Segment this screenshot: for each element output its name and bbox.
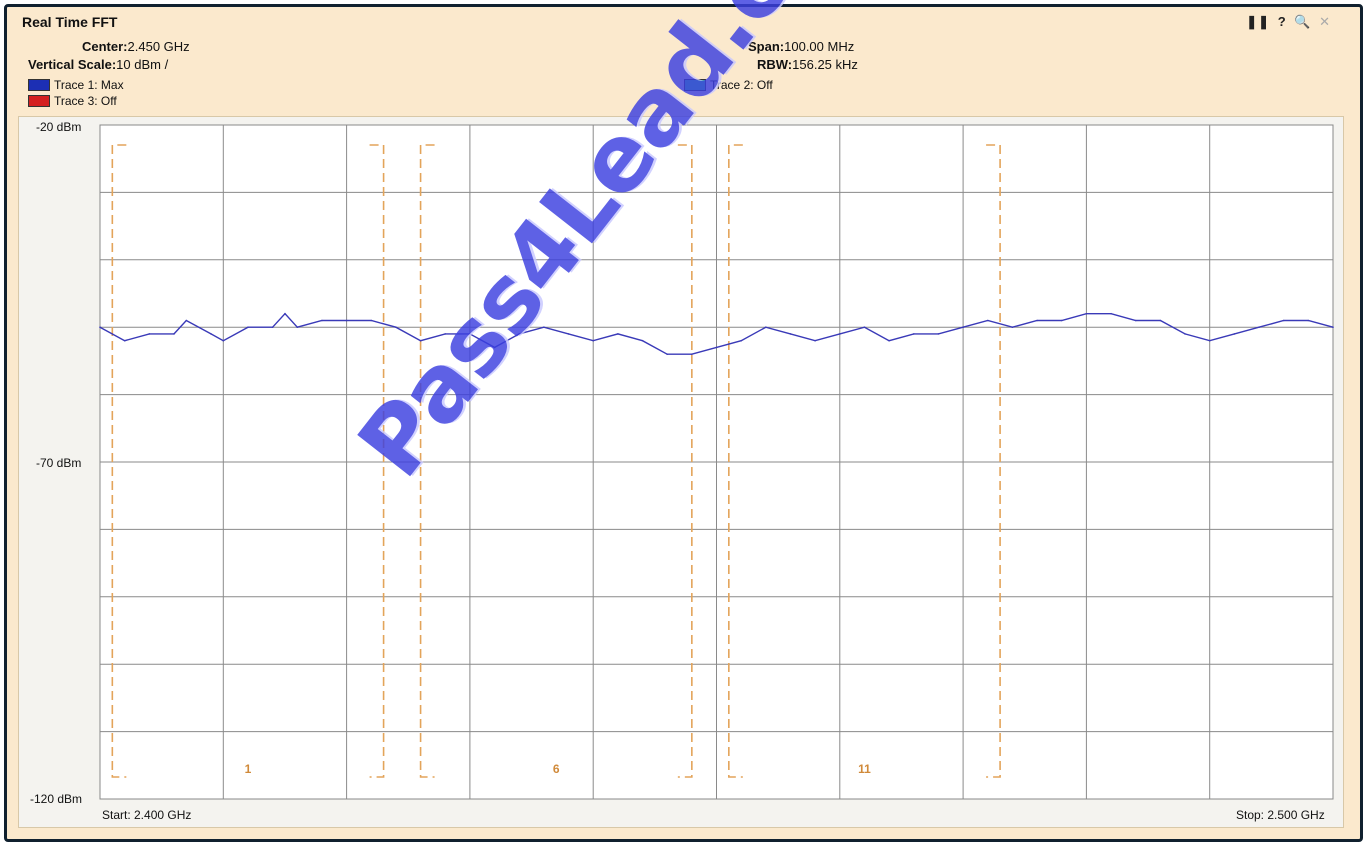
- trace-point: [296, 326, 299, 329]
- window-title: Real Time FFT: [22, 14, 118, 30]
- trace-point: [987, 319, 989, 322]
- y-tick-top: -20 dBm: [36, 120, 82, 134]
- trace-point: [271, 326, 274, 329]
- trace-point: [370, 319, 373, 322]
- trace-point: [1159, 319, 1162, 322]
- rbw-label: RBW:: [757, 57, 793, 72]
- channel-11-label: 11: [858, 762, 871, 776]
- channel-11-mask: [728, 144, 1001, 778]
- rbw-readout: RBW:156.25 kHz: [757, 57, 858, 72]
- trace-point: [1233, 333, 1236, 335]
- trace-point: [444, 333, 447, 335]
- trace-point: [567, 333, 570, 335]
- trace-point: [210, 333, 212, 335]
- vscale-value: 10 dBm /: [116, 57, 169, 72]
- x-stop-label: Stop: 2.500 GHz: [1236, 808, 1325, 822]
- trace-point: [493, 346, 496, 349]
- trace-point: [888, 339, 890, 342]
- trace-point: [419, 339, 422, 342]
- legend-trace-2[interactable]: Trace 2: Off: [684, 78, 773, 92]
- trace-1-label: Trace 1: Max: [54, 78, 124, 92]
- window-buttons: ❚❚ ? 🔍 ✕: [1243, 14, 1331, 30]
- trace-point: [247, 326, 249, 329]
- span-readout: Span:100.00 MHz: [748, 39, 854, 54]
- trace-point: [99, 326, 101, 329]
- legend-trace-1[interactable]: Trace 1: Max: [28, 78, 124, 92]
- trace-point: [617, 333, 619, 335]
- trace-point: [839, 333, 841, 335]
- trace-3-label: Trace 3: Off: [54, 94, 117, 108]
- trace-point: [666, 353, 668, 356]
- trace-point: [789, 333, 792, 335]
- center-value: 2.450 GHz: [127, 39, 190, 54]
- trace-point: [863, 326, 866, 329]
- help-button[interactable]: ?: [1277, 14, 1287, 29]
- trace-point: [222, 339, 225, 342]
- span-value: 100.00 MHz: [784, 39, 855, 54]
- trace-point: [469, 333, 471, 335]
- trace-point: [691, 353, 693, 356]
- close-button[interactable]: ✕: [1319, 14, 1331, 29]
- channel-6-mask: [419, 144, 693, 778]
- trace-point: [592, 339, 594, 342]
- center-readout: Center:2.450 GHz: [82, 39, 190, 54]
- legend-trace-3[interactable]: Trace 3: Off: [28, 94, 117, 108]
- vscale-label: Vertical Scale:: [28, 57, 117, 72]
- trace-2-swatch: [684, 79, 706, 91]
- channel-1-mask: [111, 144, 385, 778]
- trace-2-label: Trace 2: Off: [710, 78, 773, 92]
- trace-point: [123, 339, 126, 342]
- trace-point: [814, 339, 816, 342]
- trace-point: [1036, 319, 1038, 322]
- span-label: Span:: [748, 39, 785, 54]
- trace-point: [284, 312, 286, 315]
- trace-point: [765, 326, 767, 329]
- trace-point: [913, 333, 915, 335]
- trace-point: [321, 319, 323, 322]
- trace-point: [1307, 319, 1310, 322]
- trace-point: [1011, 326, 1014, 329]
- trace-point: [185, 319, 188, 322]
- channel-1-label: 1: [245, 762, 252, 776]
- trace-point: [962, 326, 964, 329]
- trace-point: [1184, 333, 1186, 335]
- trace-point: [518, 333, 520, 335]
- x-start-label: Start: 2.400 GHz: [102, 808, 192, 822]
- trace-point: [148, 333, 151, 335]
- trace-point: [1258, 326, 1260, 329]
- y-tick-mid: -70 dBm: [36, 456, 82, 470]
- trace-point: [345, 319, 348, 322]
- y-tick-bottom: -120 dBm: [30, 792, 83, 806]
- trace-point: [641, 339, 644, 342]
- trace-point: [543, 326, 545, 329]
- channel-6-label: 6: [553, 762, 560, 776]
- center-label: Center:: [82, 39, 128, 54]
- pause-button[interactable]: ❚❚: [1246, 14, 1271, 29]
- trace-1-swatch: [28, 79, 50, 91]
- trace-3-swatch: [28, 95, 50, 107]
- trace-point: [1332, 326, 1334, 329]
- rbw-value: 156.25 kHz: [792, 57, 858, 72]
- trace-point: [1134, 319, 1137, 322]
- trace-point: [173, 333, 175, 335]
- zoom-icon[interactable]: 🔍: [1294, 14, 1312, 29]
- trace-point: [1208, 339, 1211, 342]
- trace-point: [1085, 312, 1088, 315]
- trace-point: [740, 339, 742, 342]
- trace-point: [395, 326, 397, 329]
- trace-point: [1060, 319, 1063, 322]
- trace-point: [1282, 319, 1285, 322]
- vertical-scale-readout: Vertical Scale:10 dBm /: [28, 57, 168, 72]
- trace-point: [1110, 312, 1112, 315]
- trace-point: [715, 346, 718, 349]
- trace-point: [937, 333, 940, 335]
